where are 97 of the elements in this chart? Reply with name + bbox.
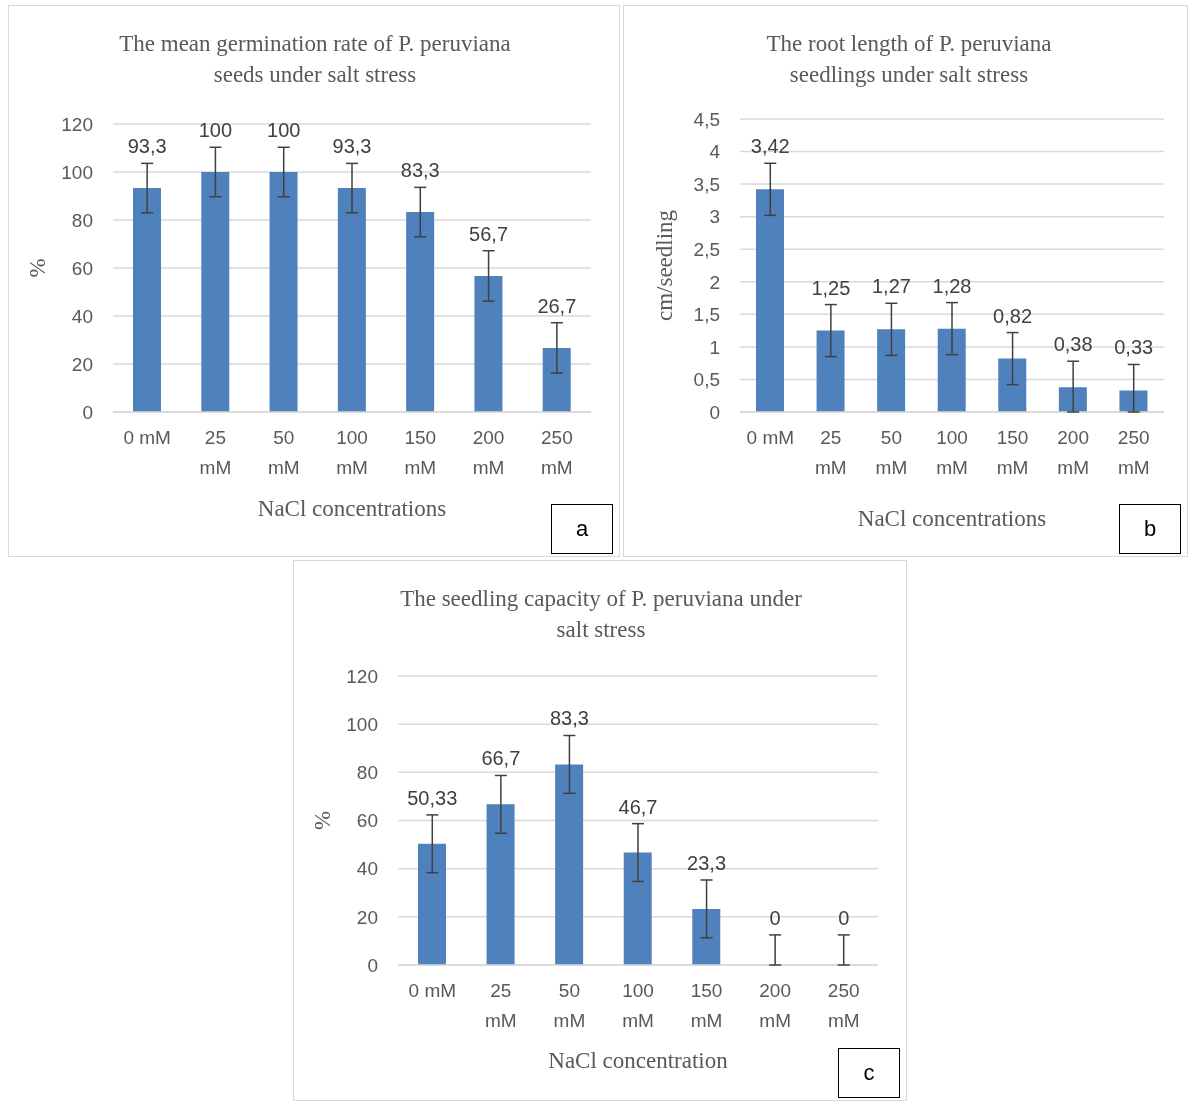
bar bbox=[337, 188, 366, 412]
data-label: 0,33 bbox=[1114, 336, 1154, 359]
bar bbox=[418, 843, 446, 965]
y-tick-label: 120 bbox=[61, 113, 93, 135]
x-tick-label: 100 mM bbox=[622, 980, 654, 1031]
y-axis-title: % bbox=[25, 258, 51, 278]
chart-title: The mean germination rate of P. peruviana seeds under salt stress bbox=[118, 30, 512, 89]
data-label: 0 bbox=[769, 906, 781, 929]
y-tick-label: 40 bbox=[356, 858, 378, 880]
y-tick-label: 4,5 bbox=[693, 108, 720, 130]
x-axis-title: NaCl concentrations bbox=[257, 496, 447, 521]
data-label: 83,3 bbox=[400, 159, 440, 182]
x-tick-label: 50 mM bbox=[875, 427, 908, 478]
data-label: 3,42 bbox=[750, 135, 790, 158]
y-tick-label: 0,5 bbox=[693, 369, 720, 391]
y-tick-label: 0 bbox=[709, 401, 720, 423]
data-label: 46,7 bbox=[618, 795, 658, 818]
x-tick-label: 200 mM bbox=[472, 427, 505, 478]
data-label: 23,3 bbox=[687, 851, 727, 874]
bar bbox=[623, 852, 652, 965]
bar bbox=[816, 330, 845, 412]
text: a bbox=[551, 504, 613, 554]
x-axis-title: NaCl concentrations bbox=[857, 506, 1047, 531]
bar bbox=[1119, 390, 1148, 412]
x-tick-label: 0 mM bbox=[123, 427, 171, 448]
data-label: 83,3 bbox=[549, 707, 589, 730]
x-tick-label: 150 mM bbox=[404, 427, 437, 478]
x-tick-label: 0 mM bbox=[746, 427, 795, 448]
data-label: 93,3 bbox=[332, 135, 372, 158]
bar bbox=[406, 212, 435, 412]
y-tick-label: 2 bbox=[709, 271, 720, 293]
data-label: 50,33 bbox=[407, 786, 458, 809]
data-label: 1,28 bbox=[932, 274, 972, 297]
bar bbox=[201, 172, 230, 412]
y-tick-label: 1,5 bbox=[693, 304, 720, 326]
y-tick-label: 0 bbox=[367, 954, 378, 976]
data-label: 100 bbox=[267, 119, 301, 142]
y-tick-label: 20 bbox=[356, 906, 378, 928]
bar bbox=[555, 764, 584, 965]
y-tick-label: 3,5 bbox=[693, 173, 720, 195]
data-label: 0,38 bbox=[1053, 333, 1093, 356]
x-tick-label: 150 mM bbox=[996, 427, 1029, 478]
x-tick-label: 250 mM bbox=[1117, 427, 1150, 478]
y-tick-label: 20 bbox=[71, 353, 93, 375]
x-tick-label: 25 mM bbox=[199, 427, 232, 478]
data-label: 66,7 bbox=[481, 747, 521, 770]
y-axis-title: % bbox=[310, 810, 336, 831]
bar bbox=[877, 329, 906, 412]
data-label: 100 bbox=[198, 119, 233, 142]
bar bbox=[486, 804, 515, 965]
x-axis-title: NaCl concentration bbox=[548, 1048, 728, 1073]
data-label: 93,3 bbox=[127, 135, 167, 158]
x-tick-label: 50 mM bbox=[267, 427, 300, 478]
y-tick-label: 3 bbox=[709, 206, 720, 228]
text: c bbox=[838, 1048, 900, 1098]
x-tick-label: 250 mM bbox=[827, 980, 860, 1031]
data-label: 26,7 bbox=[537, 294, 577, 317]
x-tick-label: 150 mM bbox=[690, 980, 723, 1031]
bar bbox=[1058, 387, 1087, 412]
x-tick-label: 200 mM bbox=[759, 980, 791, 1031]
x-tick-label: 100 mM bbox=[936, 427, 968, 478]
y-tick-label: 40 bbox=[71, 305, 93, 327]
chart-title: The seedling capacity of P. peruviana under salt stress bbox=[399, 585, 803, 644]
x-tick-label: 100 mM bbox=[336, 427, 368, 478]
y-tick-label: 60 bbox=[71, 257, 93, 279]
bar bbox=[937, 328, 966, 412]
y-tick-label: 4 bbox=[709, 141, 721, 163]
bar bbox=[756, 189, 784, 412]
chart-title: The root length of P. peruviana seedlings under salt stress bbox=[765, 30, 1053, 89]
y-tick-label: 120 bbox=[346, 665, 378, 687]
x-tick-label: 25 mM bbox=[815, 427, 847, 478]
x-tick-label: 200 mM bbox=[1057, 427, 1089, 478]
y-axis-title: cm/seedling bbox=[652, 209, 678, 322]
bar bbox=[692, 908, 721, 965]
y-tick-label: 1 bbox=[709, 336, 720, 358]
data-label: 0,82 bbox=[993, 304, 1033, 327]
bar bbox=[133, 188, 161, 412]
bar bbox=[542, 347, 571, 412]
bar bbox=[474, 275, 503, 412]
data-label: 1,27 bbox=[871, 275, 911, 298]
x-tick-label: 25 mM bbox=[485, 980, 517, 1031]
x-tick-label: 50 mM bbox=[553, 980, 586, 1031]
x-tick-label: 250 mM bbox=[541, 427, 573, 478]
y-tick-label: 100 bbox=[61, 161, 93, 183]
data-label: 56,7 bbox=[469, 222, 509, 245]
bar bbox=[269, 172, 298, 412]
y-tick-label: 60 bbox=[356, 810, 378, 832]
bar bbox=[998, 358, 1027, 412]
data-label: 0 bbox=[838, 906, 850, 929]
text: b bbox=[1119, 504, 1181, 554]
y-tick-label: 2,5 bbox=[693, 238, 720, 260]
y-tick-label: 100 bbox=[346, 713, 378, 735]
x-tick-label: 0 mM bbox=[408, 980, 457, 1001]
data-label: 1,25 bbox=[811, 276, 851, 299]
y-tick-label: 80 bbox=[71, 209, 93, 231]
y-tick-label: 0 bbox=[82, 401, 93, 423]
y-tick-label: 80 bbox=[356, 762, 378, 784]
